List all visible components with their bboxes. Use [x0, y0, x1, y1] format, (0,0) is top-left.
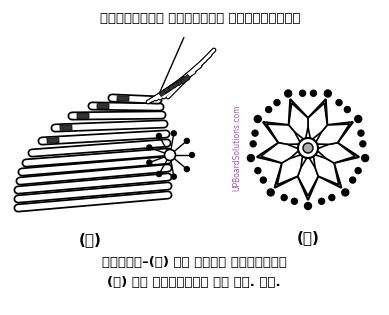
- Circle shape: [266, 106, 272, 112]
- Polygon shape: [277, 154, 303, 185]
- Circle shape: [300, 90, 306, 96]
- Circle shape: [310, 90, 316, 96]
- Circle shape: [147, 160, 152, 165]
- Polygon shape: [308, 103, 327, 140]
- Circle shape: [281, 195, 287, 201]
- Circle shape: [342, 189, 349, 196]
- Circle shape: [303, 143, 313, 153]
- Circle shape: [156, 172, 161, 176]
- Circle shape: [189, 152, 194, 158]
- Polygon shape: [257, 99, 359, 200]
- Circle shape: [260, 177, 266, 183]
- Polygon shape: [60, 125, 72, 130]
- Text: (ब): (ब): [296, 231, 319, 245]
- Text: (अ): (अ): [79, 232, 102, 248]
- Circle shape: [184, 167, 189, 172]
- Circle shape: [171, 131, 176, 136]
- Polygon shape: [315, 124, 349, 144]
- Circle shape: [274, 100, 280, 106]
- Polygon shape: [168, 82, 179, 91]
- Circle shape: [184, 138, 189, 143]
- Circle shape: [360, 141, 366, 147]
- Circle shape: [156, 134, 161, 139]
- Polygon shape: [172, 79, 182, 88]
- Circle shape: [285, 90, 292, 97]
- Circle shape: [255, 168, 261, 174]
- Circle shape: [350, 177, 356, 183]
- Polygon shape: [177, 76, 187, 86]
- Circle shape: [147, 145, 152, 150]
- Circle shape: [336, 100, 342, 106]
- Circle shape: [324, 90, 331, 97]
- Polygon shape: [77, 113, 89, 118]
- Circle shape: [362, 155, 369, 162]
- Circle shape: [344, 106, 350, 112]
- Circle shape: [252, 130, 258, 136]
- Circle shape: [291, 198, 298, 204]
- Circle shape: [171, 174, 176, 179]
- Polygon shape: [159, 88, 170, 96]
- Circle shape: [165, 150, 175, 161]
- Polygon shape: [298, 156, 318, 196]
- Text: ट्रिपलेट माइक्रो ट्यूब्यूल: ट्रिपलेट माइक्रो ट्यूब्यूल: [100, 12, 300, 25]
- Circle shape: [329, 195, 335, 201]
- Polygon shape: [289, 103, 308, 140]
- Text: UPBoardSolutions.com: UPBoardSolutions.com: [233, 105, 242, 191]
- Circle shape: [305, 203, 312, 209]
- Polygon shape: [117, 96, 129, 101]
- Circle shape: [267, 189, 274, 196]
- Polygon shape: [266, 124, 301, 144]
- Polygon shape: [313, 154, 339, 185]
- Polygon shape: [261, 143, 300, 163]
- Circle shape: [355, 116, 362, 123]
- Polygon shape: [316, 143, 355, 163]
- Circle shape: [355, 168, 361, 174]
- Polygon shape: [47, 138, 59, 143]
- Circle shape: [319, 198, 324, 204]
- Polygon shape: [163, 84, 174, 93]
- Circle shape: [247, 155, 254, 162]
- Text: चित्र–(अ) एक जोड़ा तारककाय: चित्र–(अ) एक जोड़ा तारककाय: [102, 256, 286, 270]
- Polygon shape: [180, 74, 190, 84]
- Polygon shape: [97, 104, 109, 109]
- Circle shape: [298, 138, 318, 158]
- Text: (ब) एक तारककाय का टी. एस.: (ब) एक तारककाय का टी. एस.: [107, 277, 281, 289]
- Circle shape: [250, 141, 256, 147]
- Circle shape: [254, 116, 261, 123]
- Circle shape: [358, 130, 364, 136]
